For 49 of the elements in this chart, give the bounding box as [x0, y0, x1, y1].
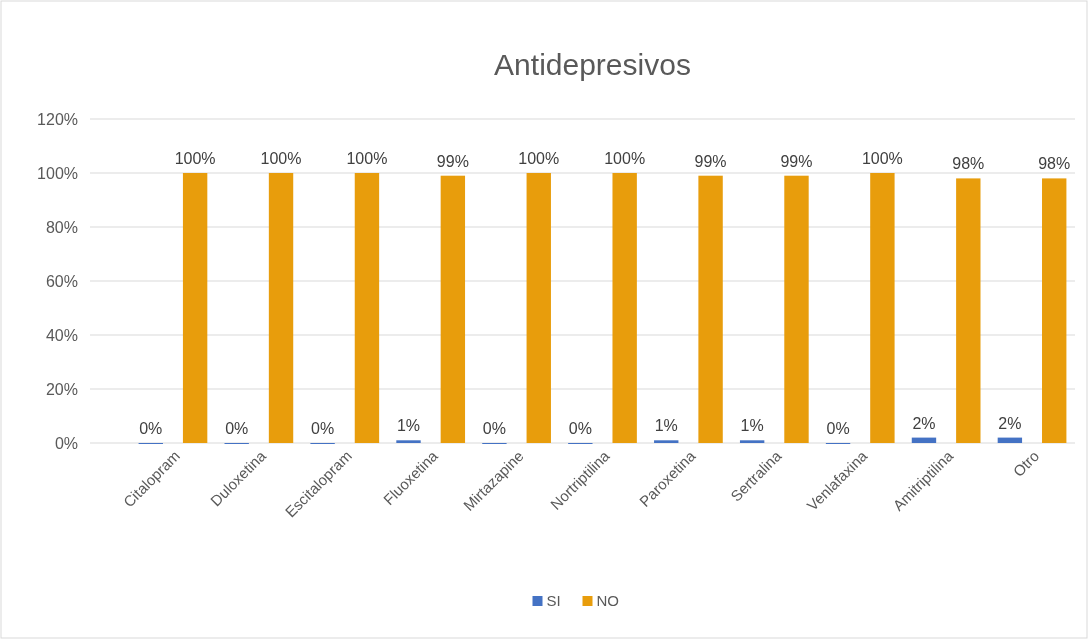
legend-label: NO — [596, 592, 619, 609]
bar — [870, 173, 895, 443]
data-label: 0% — [568, 420, 592, 437]
bar — [784, 175, 809, 443]
y-tick-label: 0% — [54, 435, 78, 452]
data-label: 99% — [694, 152, 727, 170]
y-tick-label: 40% — [45, 327, 78, 344]
data-label: 0% — [139, 420, 163, 437]
legend-label: SI — [546, 592, 561, 609]
data-label: 98% — [1038, 155, 1071, 173]
bar — [956, 178, 981, 443]
data-label: 99% — [436, 152, 469, 170]
bar — [612, 173, 637, 443]
y-tick-label: 60% — [45, 273, 78, 290]
bar — [654, 440, 679, 443]
data-label: 99% — [780, 152, 813, 170]
data-label: 100% — [260, 150, 302, 167]
bar — [354, 173, 380, 443]
bar — [268, 173, 294, 443]
data-label: 100% — [346, 150, 388, 167]
bar — [396, 440, 421, 443]
data-label: 98% — [952, 155, 985, 173]
data-label: 0% — [311, 420, 335, 437]
bar — [997, 437, 1023, 443]
bar — [739, 440, 765, 443]
bar — [911, 437, 937, 443]
bar — [1042, 178, 1067, 443]
bar — [182, 173, 208, 443]
y-tick-label: 20% — [45, 381, 78, 398]
data-label: 1% — [740, 417, 764, 435]
data-label: 100% — [174, 150, 216, 167]
y-tick-label: 100% — [37, 165, 78, 182]
data-label: 0% — [826, 420, 850, 437]
data-label: 0% — [225, 420, 249, 437]
data-label: 1% — [654, 417, 678, 435]
y-tick-label: 80% — [45, 219, 78, 236]
bar — [440, 175, 466, 443]
bar — [698, 175, 723, 443]
x-tick-label: Otro — [1009, 447, 1043, 480]
data-label: 100% — [861, 150, 903, 167]
data-label: 2% — [912, 414, 936, 432]
data-label: 1% — [396, 417, 421, 435]
bar — [526, 173, 551, 443]
data-label: 0% — [482, 420, 506, 437]
y-tick-label: 120% — [37, 111, 78, 128]
chart-title: Antidepresivos — [494, 48, 691, 81]
data-label: 100% — [518, 150, 560, 167]
data-label: 2% — [998, 414, 1022, 432]
data-label: 100% — [604, 150, 646, 167]
